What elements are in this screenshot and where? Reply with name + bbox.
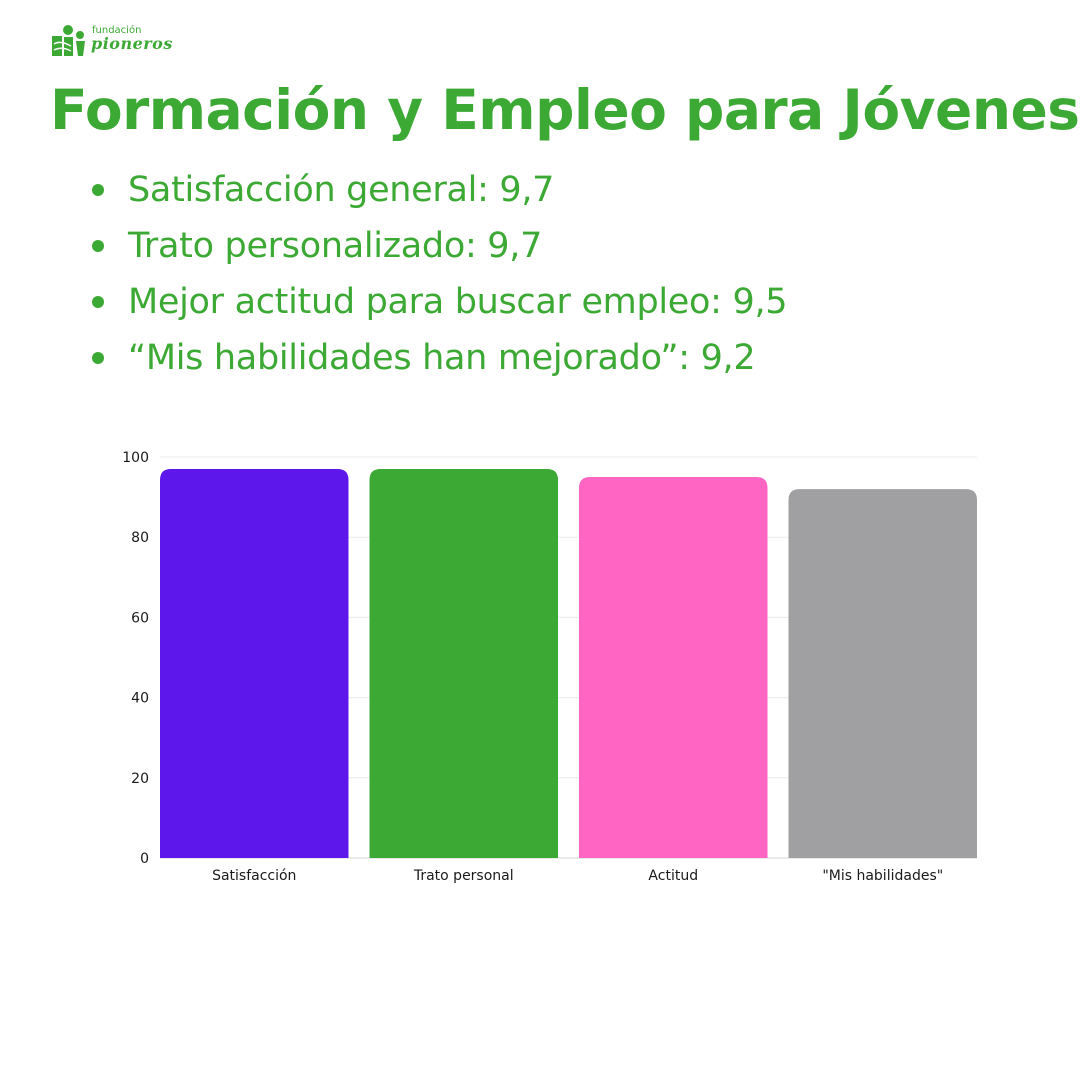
bullet-item: Trato personalizado: 9,7 <box>90 218 787 274</box>
bullet-text: Mejor actitud para buscar empleo: 9,5 <box>128 282 788 322</box>
bullet-icon <box>92 184 104 196</box>
page-title: Formación y Empleo para Jóvenes <box>50 78 1080 142</box>
bar <box>369 469 558 858</box>
y-tick-label: 100 <box>122 450 149 466</box>
bullet-item: Satisfacción general: 9,7 <box>90 162 787 218</box>
y-tick-label: 80 <box>131 530 149 546</box>
bullet-icon <box>92 240 104 252</box>
logo-bottom-text: pioneros <box>91 34 173 53</box>
bar <box>579 477 768 858</box>
y-tick-label: 60 <box>131 610 149 626</box>
bullet-item: Mejor actitud para buscar empleo: 9,5 <box>90 274 788 330</box>
bullet-text: “Mis habilidades han mejorado”: 9,2 <box>128 338 756 378</box>
bullet-icon <box>92 352 104 364</box>
y-tick-label: 40 <box>131 691 149 707</box>
y-tick-label: 20 <box>131 771 149 787</box>
bullet-text: Satisfacción general: 9,7 <box>128 170 555 210</box>
x-tick-label: Actitud <box>648 868 698 884</box>
bullet-item: “Mis habilidades han mejorado”: 9,2 <box>90 330 787 386</box>
pioneros-logo-icon <box>52 25 85 56</box>
logo: fundación pioneros <box>52 24 182 60</box>
bullet-list: Satisfacción general: 9,7 Trato personal… <box>90 162 788 386</box>
bar <box>160 469 349 858</box>
x-tick-label: "Mis habilidades" <box>822 868 943 884</box>
bullet-icon <box>92 296 104 308</box>
y-tick-label: 0 <box>140 851 149 867</box>
bar <box>788 489 977 858</box>
x-tick-label: Trato personal <box>413 868 514 884</box>
bullet-text: Trato personalizado: 9,7 <box>128 226 543 266</box>
logo-top-text: fundación <box>92 25 142 36</box>
x-tick-label: Satisfacción <box>212 868 296 884</box>
